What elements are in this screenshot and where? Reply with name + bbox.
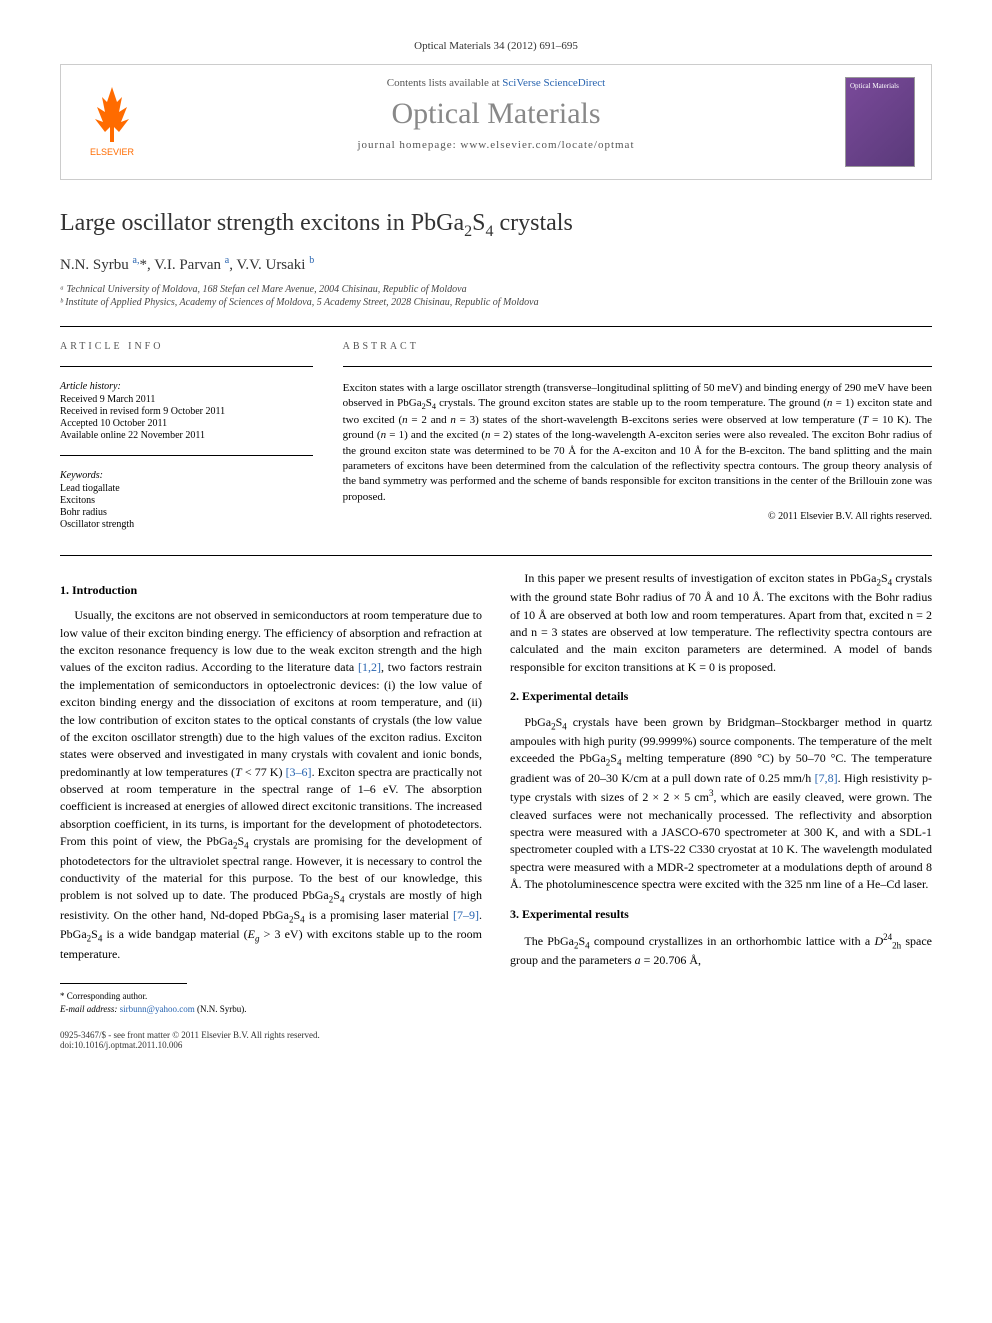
keyword-2: Excitons: [60, 495, 313, 506]
affiliation-a: ᵃ Technical University of Moldova, 168 S…: [60, 284, 932, 295]
journal-name: Optical Materials: [147, 97, 845, 131]
keywords-heading: Keywords:: [60, 470, 313, 481]
doi-line: doi:10.1016/j.optmat.2011.10.006: [60, 1040, 932, 1050]
issn-line: 0925-3467/$ - see front matter © 2011 El…: [60, 1030, 932, 1040]
email-author-name: (N.N. Syrbu).: [195, 1004, 247, 1014]
article-info-block: ARTICLE INFO Article history: Received 9…: [60, 341, 313, 531]
cover-label: Optical Materials: [850, 82, 899, 90]
section-2-para-1: PbGa2S4 crystals have been grown by Brid…: [510, 714, 932, 894]
divider: [60, 555, 932, 556]
svg-text:ELSEVIER: ELSEVIER: [90, 147, 135, 157]
email-label: E-mail address:: [60, 1004, 120, 1014]
keyword-1: Lead tiogallate: [60, 483, 313, 494]
author-email-link[interactable]: sirbunn@yahoo.com: [120, 1004, 195, 1014]
journal-header: ELSEVIER Contents lists available at Sci…: [60, 64, 932, 180]
keyword-4: Oscillator strength: [60, 519, 313, 530]
top-citation: Optical Materials 34 (2012) 691–695: [60, 40, 932, 52]
history-revised: Received in revised form 9 October 2011: [60, 406, 313, 417]
sciencedirect-link[interactable]: SciVerse ScienceDirect: [502, 77, 605, 89]
bottom-metadata: 0925-3467/$ - see front matter © 2011 El…: [60, 1030, 932, 1050]
footnote-separator: [60, 983, 187, 984]
homepage-url[interactable]: www.elsevier.com/locate/optmat: [460, 139, 634, 151]
article-body: 1. Introduction Usually, the excitons ar…: [60, 570, 932, 1016]
affiliations: ᵃ Technical University of Moldova, 168 S…: [60, 284, 932, 308]
history-heading: Article history:: [60, 381, 313, 392]
section-3-para-1: The PbGa2S4 compound crystallizes in an …: [510, 931, 932, 970]
authors-list: N.N. Syrbu a,*, V.I. Parvan a, V.V. Ursa…: [60, 255, 932, 274]
abstract-copyright: © 2011 Elsevier B.V. All rights reserved…: [343, 511, 932, 522]
history-online: Available online 22 November 2011: [60, 430, 313, 441]
contents-prefix: Contents lists available at: [387, 77, 502, 89]
article-info-heading: ARTICLE INFO: [60, 341, 313, 352]
affiliation-b: ᵇ Institute of Applied Physics, Academy …: [60, 297, 932, 308]
history-received: Received 9 March 2011: [60, 394, 313, 405]
homepage-line: journal homepage: www.elsevier.com/locat…: [147, 139, 845, 151]
section-1-heading: 1. Introduction: [60, 582, 482, 599]
contents-available-line: Contents lists available at SciVerse Sci…: [147, 77, 845, 89]
section-1-para-2: In this paper we present results of inve…: [510, 570, 932, 676]
abstract-heading: ABSTRACT: [343, 341, 932, 352]
article-title: Large oscillator strength excitons in Pb…: [60, 210, 932, 241]
abstract-block: ABSTRACT Exciton states with a large osc…: [343, 341, 932, 531]
history-accepted: Accepted 10 October 2011: [60, 418, 313, 429]
homepage-prefix: journal homepage:: [358, 139, 461, 151]
section-3-heading: 3. Experimental results: [510, 906, 932, 923]
journal-cover-thumbnail: Optical Materials: [845, 77, 915, 167]
section-1-para-1: Usually, the excitons are not observed i…: [60, 607, 482, 963]
abstract-text: Exciton states with a large oscillator s…: [343, 381, 932, 505]
keyword-3: Bohr radius: [60, 507, 313, 518]
elsevier-logo: ELSEVIER: [77, 77, 147, 161]
email-footnote: E-mail address: sirbunn@yahoo.com (N.N. …: [60, 1003, 482, 1016]
divider: [60, 326, 932, 327]
section-2-heading: 2. Experimental details: [510, 688, 932, 705]
corresponding-author-note: * Corresponding author.: [60, 990, 482, 1003]
